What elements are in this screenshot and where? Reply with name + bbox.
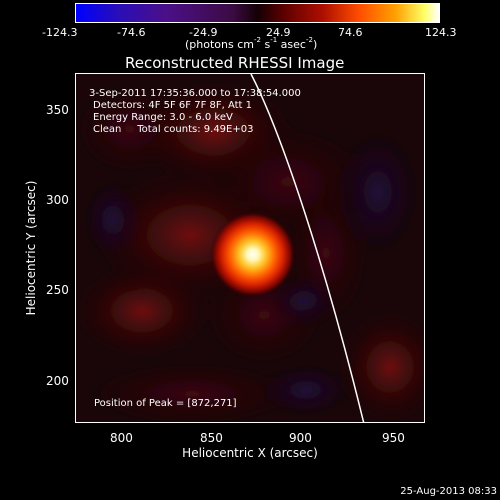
peak-position-label: Position of Peak = [872,271]: [94, 398, 237, 409]
colorbar: [75, 3, 440, 23]
y-tick-label: 250: [46, 283, 69, 297]
colorbar-unit-part: s: [260, 38, 271, 51]
y-tick-label: 350: [46, 103, 69, 117]
colorbar-unit-exponent: -2: [253, 36, 261, 44]
colorbar-unit-part: asec: [277, 38, 306, 51]
colorbar-tick: 124.3: [425, 26, 457, 39]
observation-time-range: 3-Sep-2011 17:35:36.000 to 17:38:54.000: [89, 88, 301, 99]
heatmap-diffuse-emission: [335, 307, 424, 422]
colorbar-tick: -124.3: [42, 26, 78, 39]
algorithm-counts-label: Clean Total counts: 9.49E+03: [93, 124, 254, 135]
heatmap-negative-region: [82, 177, 142, 261]
x-axis-label: Heliocentric X (arcsec): [182, 446, 318, 460]
colorbar-tick: 74.6: [338, 26, 363, 39]
heatmap-negative-region: [334, 126, 422, 258]
y-tick-label: 300: [46, 193, 69, 207]
x-tick-label: 900: [289, 431, 312, 445]
x-tick-label: 800: [110, 431, 133, 445]
heatmap-diffuse-emission: [76, 261, 214, 361]
colorbar-unit-suffix: ): [312, 38, 318, 51]
energy-range-label: Energy Range: 3.0 - 6.0 keV: [93, 112, 233, 123]
y-axis-label: Heliocentric Y (arcsec): [24, 180, 38, 316]
colorbar-tick: -74.6: [117, 26, 146, 39]
generation-timestamp: 25-Aug-2013 08:33: [400, 486, 497, 497]
colorbar-tick: 24.9: [266, 26, 291, 39]
detectors-label: Detectors: 4F 5F 6F 7F 8F, Att 1: [93, 100, 253, 111]
colorbar-unit-exponent: -1: [270, 36, 278, 44]
solar-limb-line: [250, 74, 365, 422]
x-tick-label: 950: [382, 431, 405, 445]
colorbar-tick: -24.9: [189, 26, 218, 39]
heatmap-svg: [76, 74, 424, 422]
heatmap-negative-region: [258, 362, 354, 418]
colorbar-unit-label: (photons cm-2 s-1 asec-2): [185, 36, 318, 51]
image-plot: 3-Sep-2011 17:35:36.000 to 17:38:54.000 …: [75, 73, 425, 423]
image-title: Reconstructed RHESSI Image: [125, 54, 345, 72]
y-tick-label: 200: [46, 374, 69, 388]
colorbar-unit-exponent: -2: [305, 36, 313, 44]
colorbar-unit-prefix: (photons cm: [185, 38, 254, 51]
heatmap-diffuse-emission: [82, 360, 302, 422]
peak-source: [209, 211, 296, 298]
heatmap-negative-region: [270, 275, 338, 327]
x-tick-label: 850: [200, 431, 223, 445]
